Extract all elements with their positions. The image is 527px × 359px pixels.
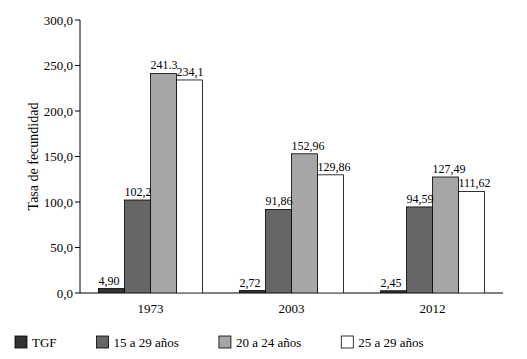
- y-tick: [75, 65, 80, 66]
- bar: [292, 154, 318, 293]
- y-tick: [75, 20, 80, 21]
- y-tick-label: 200,0: [44, 104, 73, 119]
- y-axis-label: Tasa de fecundidad: [26, 103, 41, 211]
- legend-label: 20 a 24 años: [236, 335, 301, 350]
- y-tick: [75, 111, 80, 112]
- data-label: 2,45: [381, 276, 402, 290]
- y-tick: [75, 156, 80, 157]
- y-tick-label: 50,0: [50, 240, 73, 255]
- y-tick: [75, 247, 80, 248]
- data-label: 111,62: [459, 176, 491, 190]
- bar: [177, 80, 203, 293]
- y-tick-label: 250,0: [44, 58, 73, 73]
- legend-swatch: [15, 336, 27, 348]
- y-tick-label: 100,0: [44, 195, 73, 210]
- data-label: 127,49: [433, 162, 466, 176]
- data-label: 234,1: [177, 65, 204, 79]
- data-label: 2,72: [240, 276, 261, 290]
- data-label: 4,90: [99, 274, 120, 288]
- data-label: 152,96: [292, 139, 325, 153]
- legend-swatch: [219, 336, 231, 348]
- data-label: 94,59: [407, 192, 434, 206]
- chart: 0,0 50,0 100,0 150,0 200,0 250,0 300,0 Tasa de …: [0, 0, 527, 359]
- y-tick-label: 0,0: [57, 286, 73, 301]
- bar: [407, 207, 433, 293]
- x-tick-label: 2003: [279, 301, 305, 316]
- bars: [99, 73, 485, 293]
- y-tick-label: 300,0: [44, 13, 73, 28]
- data-label: 91,86: [266, 194, 293, 208]
- data-labels: 4,90 2,72 2,45 102,2 91,86 94,59 241.3 152,96 12…: [99, 58, 491, 289]
- bar: [266, 209, 292, 293]
- x-tick-label: 1973: [138, 301, 164, 316]
- legend-label: TGF: [32, 335, 57, 350]
- bar: [125, 200, 151, 293]
- data-label: 129,86: [318, 160, 351, 174]
- bar: [433, 177, 459, 293]
- bar: [459, 191, 485, 293]
- data-label: 102,2: [125, 185, 152, 199]
- y-tick: [75, 293, 80, 294]
- bar: [240, 291, 266, 293]
- bar: [151, 73, 177, 293]
- bar: [381, 291, 407, 293]
- bar: [318, 175, 344, 293]
- legend-swatch: [97, 336, 109, 348]
- legend-label: 25 a 29 años: [358, 335, 423, 350]
- bar: [99, 289, 125, 293]
- data-label: 241.3: [151, 58, 178, 72]
- legend-swatch: [341, 336, 353, 348]
- x-tick-label: 2012: [420, 301, 446, 316]
- legend-label: 15 a 29 años: [114, 335, 179, 350]
- y-tick: [75, 202, 80, 203]
- y-tick-label: 150,0: [44, 149, 73, 164]
